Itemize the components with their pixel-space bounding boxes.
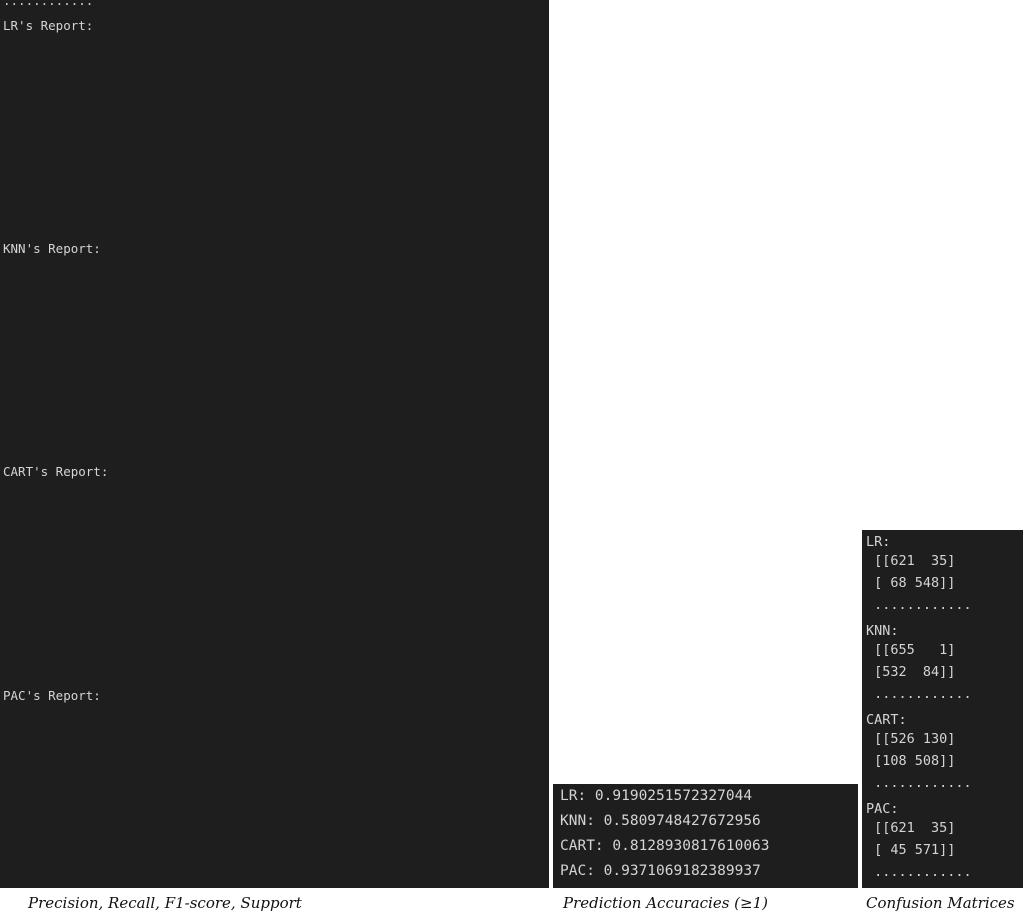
accuracy-line: LR: 0.9190251572327044: [560, 788, 753, 804]
matrix-name: PAC:: [866, 801, 899, 817]
classification-report-panel: ............LR's Report:precisionrecallf…: [0, 0, 549, 888]
matrix-row: [108 508]]: [866, 753, 956, 769]
matrix-row: [[526 130]: [866, 731, 956, 747]
accuracy-line: KNN: 0.5809748427672956: [560, 813, 761, 829]
matrix-separator: ............: [866, 775, 972, 791]
report-top-dots: ............: [3, 0, 94, 8]
report-title: CART's Report:: [3, 464, 109, 479]
accuracies-caption: Prediction Accuracies (≥1): [563, 894, 768, 912]
report-caption: Precision, Recall, F1-score, Support: [28, 894, 302, 912]
matrix-row: [ 45 571]]: [866, 842, 956, 858]
matrices-caption: Confusion Matrices: [866, 894, 1015, 912]
matrix-row: [[621 35]: [866, 553, 956, 569]
confusion-matrices-panel: LR: [[621 35] [ 68 548]] ............ KNN…: [862, 530, 1023, 888]
matrix-separator: ............: [866, 864, 972, 880]
accuracy-line: CART: 0.8128930817610063: [560, 838, 770, 854]
matrix-separator: ............: [866, 597, 972, 613]
matrix-separator: ............: [866, 686, 972, 702]
report-title: LR's Report:: [3, 18, 94, 33]
report-title: PAC's Report:: [3, 688, 101, 703]
matrix-row: [ 68 548]]: [866, 575, 956, 591]
accuracy-line: PAC: 0.9371069182389937: [560, 863, 761, 879]
matrix-name: LR:: [866, 534, 891, 550]
report-title: KNN's Report:: [3, 241, 101, 256]
matrix-row: [532 84]]: [866, 664, 956, 680]
prediction-accuracies-panel: LR: 0.9190251572327044 KNN: 0.58097484276…: [553, 784, 858, 888]
matrix-name: KNN:: [866, 623, 899, 639]
matrix-name: CART:: [866, 712, 907, 728]
matrix-row: [[655 1]: [866, 642, 956, 658]
matrix-row: [[621 35]: [866, 820, 956, 836]
